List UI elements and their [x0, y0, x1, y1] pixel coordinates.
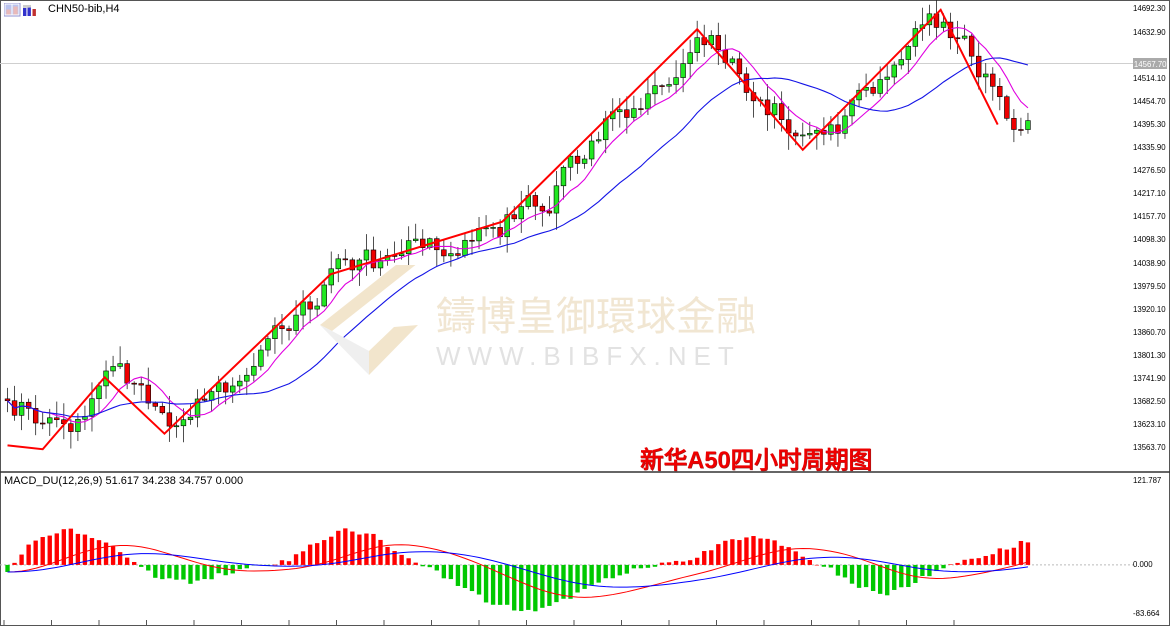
svg-text:鑄博皇御環球金融: 鑄博皇御環球金融: [436, 295, 756, 339]
svg-text:WWW.BIBFX.NET: WWW.BIBFX.NET: [436, 341, 741, 371]
